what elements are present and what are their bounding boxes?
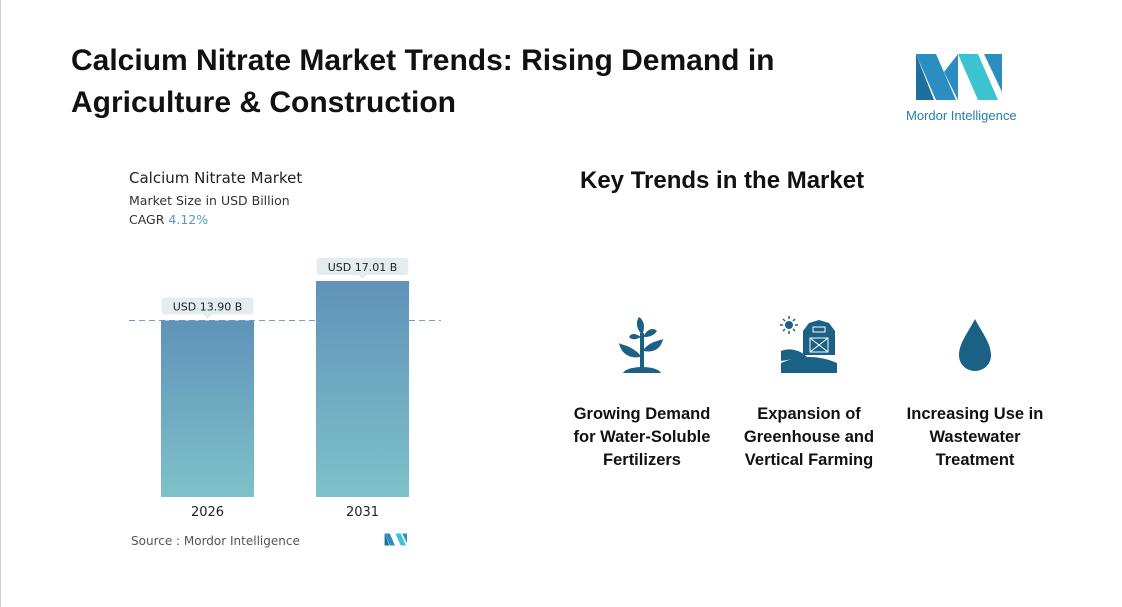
x-tick-label: 2031 (346, 505, 379, 520)
data-label: USD 13.90 B (173, 300, 243, 313)
cagr-label: CAGR (129, 212, 165, 227)
barn-icon (780, 316, 837, 373)
key-trends-title: Key Trends in the Market (580, 167, 865, 194)
cagr: CAGR 4.12% (129, 212, 208, 227)
logo-text: Mordor Intelligence (906, 108, 1017, 123)
page-title: Calcium Nitrate Market Trends: Rising De… (71, 44, 775, 119)
chart-subtitle: Market Size in USD Billion (129, 193, 290, 208)
trend-item: Growing Demand for Water-Soluble Fertili… (567, 315, 717, 472)
trend-item: Increasing Use in Wastewater Treatment (900, 315, 1050, 472)
bar-chart: USD 13.90 B 2026 USD 17.01 B 2031 (129, 258, 441, 520)
trend-label: Expansion of Greenhouse and Vertical Far… (743, 405, 875, 469)
data-label-pointer (203, 314, 212, 319)
source-logo-icon (384, 533, 407, 546)
trend-label: Growing Demand for Water-Soluble Fertili… (573, 405, 711, 469)
source-text: Source : Mordor Intelligence (131, 534, 300, 548)
trend-item: Expansion of Greenhouse and Vertical Far… (734, 315, 884, 472)
chart-title: Calcium Nitrate Market (129, 169, 303, 187)
data-label: USD 17.01 B (328, 261, 398, 274)
data-label-pointer (358, 275, 367, 279)
plant-icon (619, 317, 663, 373)
cagr-value: 4.12% (168, 212, 209, 227)
trend-label: Increasing Use in Wastewater Treatment (906, 405, 1044, 469)
data-label-bg (161, 297, 254, 315)
bar-2031 (316, 281, 409, 497)
mordor-logo: Mordor Intelligence (906, 52, 1021, 123)
water-drop-icon (959, 319, 991, 371)
bar-2026 (161, 320, 254, 497)
data-label-bg (316, 258, 409, 275)
mordor-logo-icon (916, 54, 1002, 100)
x-tick-label: 2026 (191, 505, 224, 520)
